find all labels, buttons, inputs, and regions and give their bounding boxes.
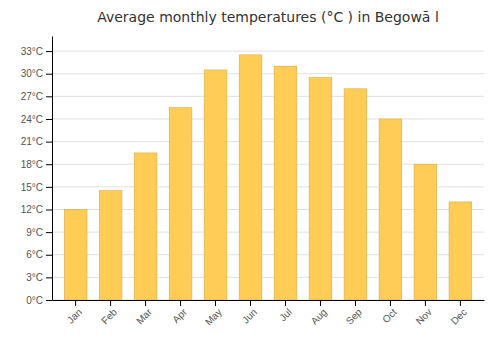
bar [274, 66, 297, 300]
grid-line [52, 73, 484, 74]
bar [379, 119, 402, 300]
x-axis: Jan Feb Mar Apr May Jun Jul Aug Sep Oct Nov Dec [53, 300, 485, 328]
tick-label: 3°C [26, 272, 43, 283]
tick: Apr [170, 300, 189, 325]
tick: 27°C [21, 91, 52, 102]
grid-line [52, 141, 484, 142]
tick-mark [425, 300, 426, 306]
tick: Oct [380, 300, 399, 325]
bar [64, 209, 87, 300]
bar [134, 153, 157, 300]
tick-label: Oct [380, 306, 399, 325]
tick: 0°C [26, 295, 52, 306]
bar [309, 77, 332, 300]
tick-label: 30°C [21, 68, 43, 79]
tick-mark [46, 142, 52, 143]
tick-mark [46, 164, 52, 165]
bar [449, 202, 472, 300]
tick-label: 0°C [26, 295, 43, 306]
tick: Jun [240, 300, 259, 326]
bar [169, 108, 192, 300]
tick: 18°C [21, 159, 52, 170]
tick-label: Jun [240, 306, 259, 325]
tick-mark [46, 187, 52, 188]
tick: 9°C [26, 227, 52, 238]
tick-mark [180, 300, 181, 306]
tick-mark [460, 300, 461, 306]
tick-label: 6°C [26, 249, 43, 260]
tick-label: 15°C [21, 182, 43, 193]
tick: 33°C [21, 46, 52, 57]
title: Average monthly temperatures (°C ) in Be… [97, 9, 439, 25]
tick-mark [46, 300, 52, 301]
tick: 6°C [26, 249, 52, 260]
tick-mark [46, 277, 52, 278]
tick-mark [46, 232, 52, 233]
tick: Feb [99, 300, 119, 326]
bar [414, 164, 437, 300]
tick: May [203, 300, 224, 328]
grid [52, 51, 484, 300]
grid-line [52, 96, 484, 97]
tick: 21°C [21, 136, 52, 147]
tick-label: Aug [309, 306, 329, 326]
tick-label: 33°C [21, 46, 43, 57]
tick-mark [46, 209, 52, 210]
tick-label: 9°C [26, 227, 43, 238]
y-axis: 0°C 3°C 6°C 9°C 12°C 15°C 18°C 21°C 24°C 27°C 30°C… [21, 37, 53, 306]
tick-mark [390, 300, 391, 306]
tick-mark [75, 300, 76, 306]
tick-label: 24°C [21, 114, 43, 125]
tick-label: Apr [170, 306, 189, 325]
tick: Aug [309, 300, 329, 327]
tick-mark [285, 300, 286, 306]
tick-label: Dec [449, 306, 469, 326]
grid-line [52, 51, 484, 52]
tick-mark [145, 300, 146, 306]
tick: Nov [414, 300, 434, 327]
tick: 12°C [21, 204, 52, 215]
tick-mark [46, 255, 52, 256]
tick: 15°C [21, 182, 52, 193]
tick-mark [46, 119, 52, 120]
tick-mark [110, 300, 111, 306]
tick: Mar [134, 300, 154, 326]
grid-line [52, 118, 484, 119]
tick-mark [46, 51, 52, 52]
tick-mark [320, 300, 321, 306]
tick-label: 12°C [21, 204, 43, 215]
tick: Dec [449, 300, 469, 327]
tick-label: May [203, 306, 224, 327]
bar [99, 191, 122, 300]
bar [239, 55, 262, 300]
tick-mark [215, 300, 216, 306]
tick-mark [355, 300, 356, 306]
tick-mark [250, 300, 251, 306]
tick: Sep [344, 300, 365, 327]
axis-line [52, 37, 53, 301]
tick-mark [46, 96, 52, 97]
tick-label: Nov [414, 306, 434, 326]
tick: 30°C [21, 68, 52, 79]
plot-area [64, 55, 472, 300]
tick-label: 18°C [21, 159, 43, 170]
tick: Jul [277, 300, 294, 323]
bar [344, 89, 367, 300]
chart: 0°C 3°C 6°C 9°C 12°C 15°C 18°C 21°C 24°C 27°C 30°C… [0, 0, 500, 350]
tick-label: Mar [134, 306, 154, 326]
tick-label: Jan [65, 306, 84, 325]
tick-label: Feb [99, 306, 119, 326]
bar [204, 70, 227, 300]
tick-label: Jul [277, 306, 294, 323]
tick-mark [46, 74, 52, 75]
tick: 24°C [21, 114, 52, 125]
tick-label: Sep [344, 306, 365, 327]
tick-label: 27°C [21, 91, 43, 102]
tick: 3°C [26, 272, 52, 283]
axis-line [53, 300, 485, 301]
tick-label: 21°C [21, 136, 43, 147]
tick: Jan [65, 300, 84, 326]
